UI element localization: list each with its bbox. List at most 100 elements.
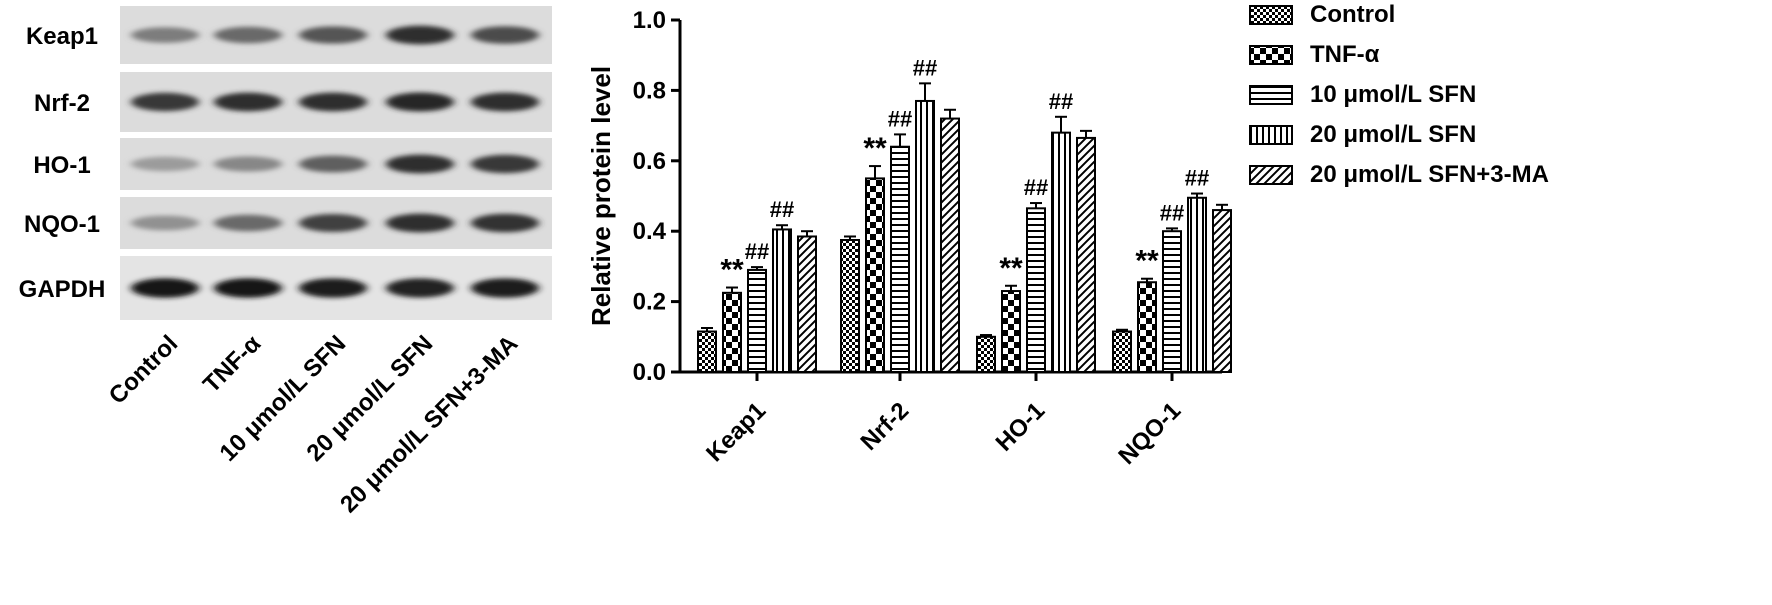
y-tick-label: 0.2 (633, 289, 666, 316)
blot-band (131, 278, 199, 298)
blot-row-nqo-1: NQO-1 (24, 197, 552, 249)
y-tick-label: 0.4 (633, 218, 667, 245)
blot-band (299, 92, 367, 112)
bar-chart: 0.0 0.2 0.4 0.6 0.8 1.0 Relative protein level… (586, 7, 1232, 470)
blot-band (131, 27, 199, 43)
legend-item: Control (1249, 1, 1395, 28)
bar (840, 239, 860, 373)
bar (772, 228, 792, 373)
legend-item: 20 μmol/L SFN (1249, 121, 1476, 148)
blot-row-label: Nrf-2 (34, 90, 90, 117)
blot-band (214, 92, 282, 112)
blot-row-gapdh: GAPDH (19, 256, 552, 320)
bar (1001, 290, 1021, 374)
bar (890, 145, 910, 373)
bar (1187, 196, 1207, 373)
blot-band (214, 278, 282, 298)
blot-row-label: GAPDH (19, 276, 106, 303)
bar (697, 330, 717, 373)
y-tick-label: 0.0 (633, 359, 666, 386)
legend-swatch (1249, 125, 1293, 145)
bar (865, 177, 885, 373)
blot-row-label: NQO-1 (24, 211, 100, 238)
significance-mark: ## (1049, 89, 1073, 114)
significance-mark: ** (999, 252, 1023, 285)
blot-band (299, 278, 367, 298)
blot-row-nrf-2: Nrf-2 (34, 72, 552, 132)
blot-row-keap1: Keap1 (26, 6, 552, 64)
blot-band (299, 155, 367, 173)
blot-band (131, 92, 199, 112)
blot-lane-label: 20 μmol/L SFN+3-MA (335, 330, 523, 518)
legend-label: TNF-α (1310, 41, 1380, 68)
bar (1076, 136, 1096, 373)
blot-band (386, 25, 454, 45)
legend-swatch (1249, 165, 1293, 185)
legend-swatch (1249, 5, 1293, 25)
blot-band (386, 92, 454, 112)
bar (1212, 209, 1232, 373)
significance-mark: ## (913, 55, 937, 80)
significance-mark: ## (1024, 175, 1048, 200)
blot-band (214, 214, 282, 232)
bar (1162, 230, 1182, 373)
blot-band (471, 154, 539, 174)
bar (1051, 131, 1071, 373)
blot-lane-label: Control (104, 330, 183, 409)
significance-mark: ## (745, 239, 769, 264)
significance-mark: ** (720, 254, 744, 287)
significance-mark: ** (863, 132, 887, 165)
significance-mark: ## (1185, 166, 1209, 191)
blot-band (214, 26, 282, 44)
y-tick-label: 1.0 (633, 7, 666, 34)
blot-band (131, 156, 199, 172)
blot-band (386, 213, 454, 233)
legend-label: 20 μmol/L SFN+3-MA (1310, 161, 1549, 188)
significance-mark: ## (1160, 200, 1184, 225)
significance-mark: ## (770, 197, 794, 222)
x-tick-label: HO-1 (991, 397, 1051, 457)
blot-band (131, 215, 199, 231)
blot-band (471, 213, 539, 233)
bar (976, 335, 996, 373)
blot-row-label: Keap1 (26, 23, 98, 50)
blot-band (299, 214, 367, 232)
legend-label: Control (1310, 1, 1395, 28)
blot-band (471, 92, 539, 112)
significance-mark: ## (888, 106, 912, 131)
y-tick-label: 0.6 (633, 148, 666, 175)
y-tick-label: 0.8 (633, 77, 666, 104)
bar (1026, 207, 1046, 373)
legend-label: 20 μmol/L SFN (1310, 121, 1476, 148)
blot-row-label: HO-1 (33, 152, 90, 179)
x-tick-label: Keap1 (701, 397, 771, 467)
blot-band (299, 26, 367, 44)
legend-label: 10 μmol/L SFN (1310, 81, 1476, 108)
blot-band (471, 278, 539, 298)
blot-row-ho-1: HO-1 (33, 138, 552, 190)
bar (722, 291, 742, 373)
y-axis-title: Relative protein level (586, 66, 616, 326)
significance-mark: ** (1135, 245, 1159, 278)
legend-item: 10 μmol/L SFN (1249, 81, 1476, 108)
blot-band (386, 278, 454, 298)
x-tick-label: NQO-1 (1113, 397, 1186, 470)
legend-item: 20 μmol/L SFN+3-MA (1249, 161, 1549, 188)
bar (1112, 330, 1132, 373)
bar (915, 99, 935, 374)
legend-item: TNF-α (1249, 41, 1380, 68)
x-tick-label: Nrf-2 (856, 397, 915, 456)
blot-lane-label: TNF-α (198, 330, 266, 398)
blot-band (386, 154, 454, 174)
legend-swatch (1249, 85, 1293, 105)
chart-legend: Control TNF-α 10 μmol/L SFN 20 μmol/L SFN 20… (1249, 1, 1549, 188)
bar (940, 117, 960, 373)
bar (797, 235, 817, 373)
blot-band (471, 26, 539, 44)
blot-band (214, 156, 282, 172)
legend-swatch (1249, 45, 1293, 65)
bar (1137, 281, 1157, 373)
bar (747, 268, 767, 374)
